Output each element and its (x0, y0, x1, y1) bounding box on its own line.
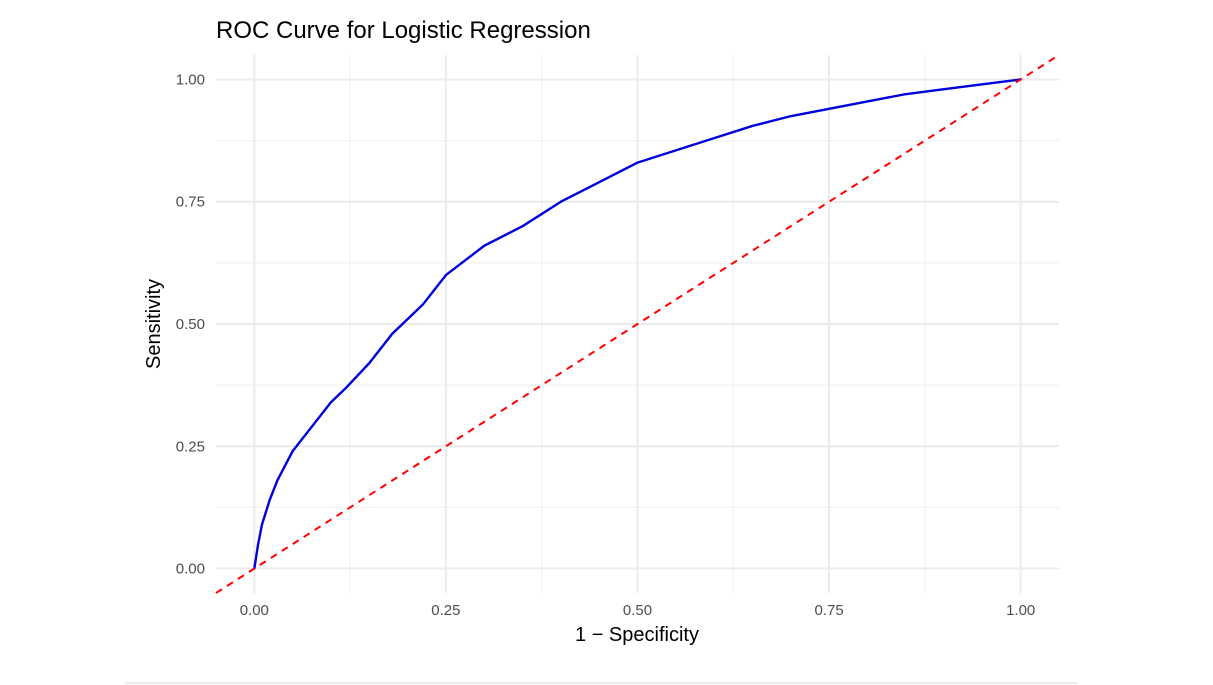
y-axis-ticks: 0.00 0.25 0.50 0.75 1.00 (176, 71, 205, 577)
grid-lines (216, 55, 1059, 593)
y-tick-label: 0.00 (176, 561, 205, 578)
chart-title: ROC Curve for Logistic Regression (216, 17, 591, 44)
y-tick-label: 0.50 (176, 316, 205, 333)
y-tick-label: 1.00 (176, 71, 205, 88)
y-tick-label: 0.25 (176, 438, 205, 455)
x-tick-label: 0.25 (431, 602, 460, 619)
y-axis-title: Sensitivity (143, 279, 165, 369)
x-axis-title: 1 − Specificity (575, 624, 699, 646)
x-axis-ticks: 0.00 0.25 0.50 0.75 1.00 (240, 602, 1036, 619)
x-tick-label: 1.00 (1006, 602, 1035, 619)
y-tick-label: 0.75 (176, 194, 205, 211)
data-series (215, 54, 1060, 594)
x-tick-label: 0.75 (814, 602, 843, 619)
x-tick-label: 0.00 (240, 602, 269, 619)
diagonal-reference-line (215, 54, 1060, 594)
x-tick-label: 0.50 (623, 602, 652, 619)
roc-curve-line (253, 78, 1022, 570)
